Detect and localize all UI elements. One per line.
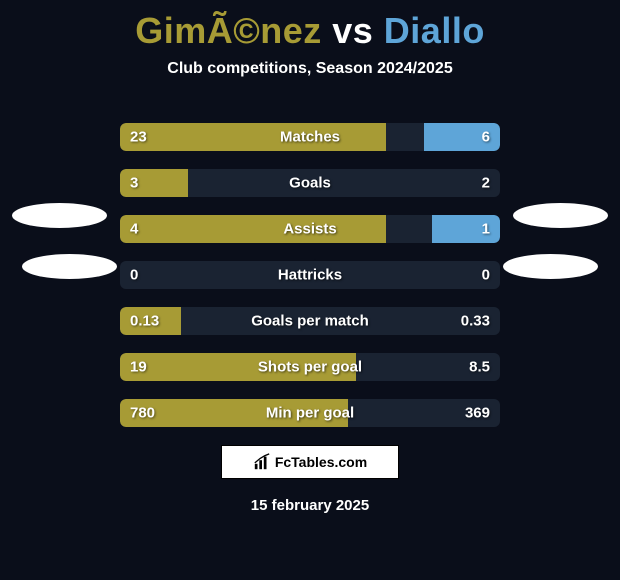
stat-label: Assists [283, 221, 336, 238]
player2-name: Diallo [384, 10, 485, 51]
stat-label: Hattricks [278, 267, 342, 284]
stat-label: Goals per match [251, 313, 369, 330]
player2-badge-bottom [503, 254, 598, 279]
value-right: 6 [482, 129, 490, 146]
value-left: 19 [130, 359, 147, 376]
stat-row: 19 8.5 Shots per goal [120, 353, 500, 381]
value-right: 1 [482, 221, 490, 238]
stat-row: 3 2 Goals [120, 169, 500, 197]
page-title: GimÃ©nez vs Diallo [0, 0, 620, 52]
comparison-card: GimÃ©nez vs Diallo Club competitions, Se… [0, 0, 620, 580]
value-left: 4 [130, 221, 138, 238]
value-right: 369 [465, 405, 490, 422]
player2-badge-top [513, 203, 608, 228]
logo-text: FcTables.com [275, 454, 367, 470]
source-logo: FcTables.com [221, 445, 399, 479]
player1-name: GimÃ©nez [135, 10, 322, 51]
value-left: 3 [130, 175, 138, 192]
bar-left [120, 123, 386, 151]
stat-row: 0 0 Hattricks [120, 261, 500, 289]
value-right: 8.5 [469, 359, 490, 376]
stat-row: 4 1 Assists [120, 215, 500, 243]
value-right: 2 [482, 175, 490, 192]
stat-label: Min per goal [266, 405, 354, 422]
value-left: 23 [130, 129, 147, 146]
chart-icon [253, 453, 271, 471]
stat-row: 780 369 Min per goal [120, 399, 500, 427]
subtitle: Club competitions, Season 2024/2025 [0, 60, 620, 78]
player1-badge-top [12, 203, 107, 228]
stat-label: Matches [280, 129, 340, 146]
value-left: 0.13 [130, 313, 159, 330]
vs-text: vs [322, 10, 384, 51]
date-label: 15 february 2025 [0, 497, 620, 514]
value-right: 0 [482, 267, 490, 284]
player1-badge-bottom [22, 254, 117, 279]
stat-label: Goals [289, 175, 331, 192]
value-left: 780 [130, 405, 155, 422]
stat-label: Shots per goal [258, 359, 362, 376]
stat-row: 23 6 Matches [120, 123, 500, 151]
value-right: 0.33 [461, 313, 490, 330]
value-left: 0 [130, 267, 138, 284]
stats-list: 23 6 Matches 3 2 Goals 4 1 Assists 0 0 Hattricks 0.1… [120, 123, 500, 427]
stat-row: 0.13 0.33 Goals per match [120, 307, 500, 335]
bar-left [120, 215, 386, 243]
